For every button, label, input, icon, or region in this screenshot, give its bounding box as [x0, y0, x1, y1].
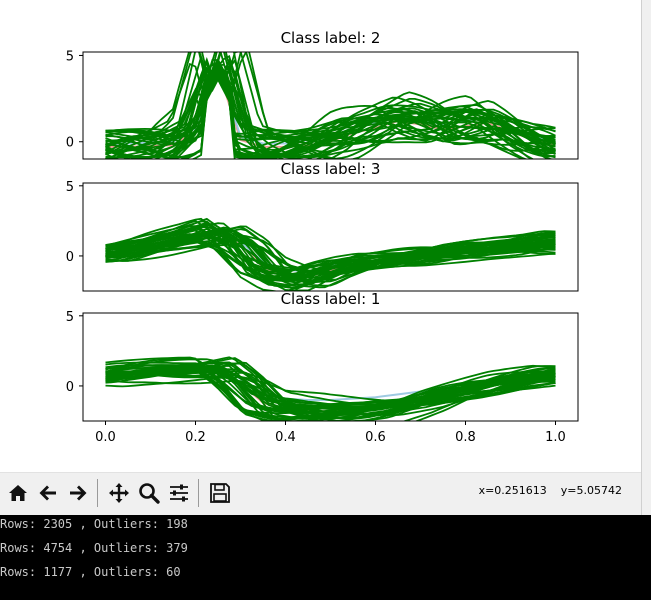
x-tick-label: 0.8: [455, 430, 476, 445]
figure-plots: Class label: 2 0 5 Class label: 3 0 5 Class …: [66, 29, 579, 445]
coord-y: y=5.05742: [560, 484, 622, 497]
axes-frame: [82, 51, 579, 160]
axes-frame: [82, 182, 579, 292]
save-icon: [210, 483, 230, 503]
home-icon: [9, 485, 27, 501]
forward-button[interactable]: [64, 478, 92, 508]
sample-curve: [105, 236, 556, 278]
cursor-coordinates: x=0.251613 y=5.05742: [465, 484, 622, 497]
y-tick-label: 5: [66, 310, 74, 325]
sample-curve: [105, 364, 556, 414]
x-tick-label: 0.2: [185, 430, 206, 445]
pan-icon: [109, 483, 129, 503]
sample-curve: [105, 67, 556, 154]
x-tick-label: 0.6: [365, 430, 386, 445]
y-tick-label: 0: [66, 136, 74, 151]
sample-curve: [105, 225, 556, 287]
sample-curve: [105, 371, 556, 407]
toolbar-separator: [198, 479, 199, 507]
y-tick-label: 5: [66, 49, 74, 64]
x-tick-label: 0.0: [95, 430, 116, 445]
sample-curve: [105, 57, 556, 159]
sample-curve: [105, 52, 556, 159]
sample-curve: [105, 63, 556, 159]
sample-curve: [105, 364, 556, 421]
y-tick-label: 0: [66, 380, 74, 395]
home-button[interactable]: [4, 478, 32, 508]
sample-curve: [105, 366, 556, 410]
console-line: Rows: 2305 , Outliers: 198: [0, 517, 188, 531]
subplot-title: Class label: 1: [281, 290, 381, 308]
console-line: Rows: 4754 , Outliers: 379: [0, 541, 188, 555]
sample-curve: [105, 364, 556, 410]
save-button[interactable]: [206, 478, 234, 508]
sample-curve: [105, 52, 556, 157]
subplot-title: Class label: 3: [281, 160, 381, 178]
plot-area: [105, 52, 557, 159]
figure-canvas[interactable]: Class label: 2 0 5 Class label: 3 0 5 Class …: [0, 0, 641, 515]
y-tick-label: 5: [66, 180, 74, 195]
navigation-toolbar: x=0.251613 y=5.05742: [0, 472, 641, 515]
subplot-class-2: Class label: 2 0 5: [66, 29, 579, 160]
toolbar-separator: [97, 479, 98, 507]
console-line: Rows: 1177 , Outliers: 60: [0, 565, 181, 579]
sample-curve: [105, 361, 556, 421]
subplot-class-1: Class label: 1 0 5 0.0 0.2 0.4 0.6 0.8 1.0: [66, 290, 579, 445]
pan-button[interactable]: [105, 478, 133, 508]
subplot-class-3: Class label: 3 0 5: [66, 160, 579, 292]
forward-icon: [70, 485, 87, 501]
console-output: Rows: 2305 , Outliers: 198 Rows: 4754 , …: [0, 515, 651, 600]
sample-curve: [105, 369, 556, 413]
back-button[interactable]: [34, 478, 62, 508]
plot-area: [105, 217, 556, 291]
coord-x: x=0.251613: [478, 484, 547, 497]
subplot-title: Class label: 2: [281, 29, 381, 47]
zoom-icon: [139, 483, 160, 504]
axes-frame: [82, 312, 579, 422]
window-scrollbar[interactable]: [641, 0, 651, 515]
back-icon: [39, 485, 56, 501]
sample-curve: [105, 225, 556, 291]
sample-curve: [105, 53, 556, 159]
configure-subplots-button[interactable]: [165, 478, 193, 508]
sample-curve: [105, 63, 556, 159]
configure-subplots-icon: [170, 484, 188, 502]
x-tick-label: 0.4: [275, 430, 296, 445]
plot-area: [105, 356, 556, 421]
x-tick-label: 1.0: [545, 430, 566, 445]
y-tick-label: 0: [66, 250, 74, 265]
zoom-button[interactable]: [135, 478, 163, 508]
